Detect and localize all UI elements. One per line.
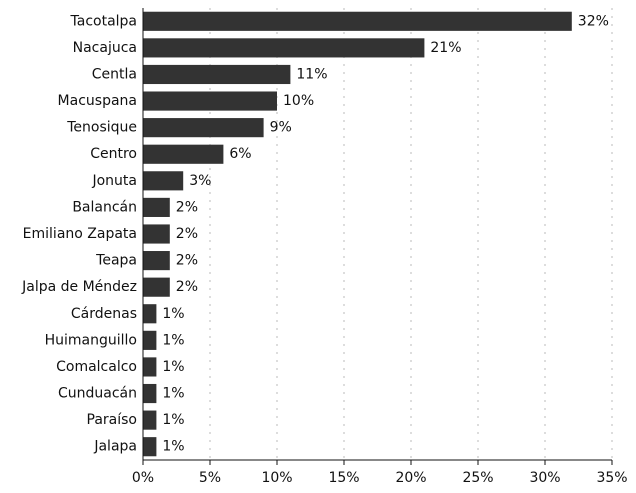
bar — [143, 330, 157, 350]
value-label: 3% — [189, 173, 211, 189]
bar — [143, 251, 170, 271]
bar — [143, 304, 157, 324]
bar — [143, 64, 291, 85]
bar — [143, 410, 157, 430]
value-label: 2% — [176, 279, 198, 295]
y-tick-label: Comalcalco — [56, 359, 137, 375]
value-label: 6% — [229, 146, 251, 162]
value-label: 1% — [162, 386, 184, 402]
y-tick-label: Tenosique — [66, 120, 137, 136]
bar — [143, 38, 425, 58]
x-tick-label: 0% — [132, 470, 154, 486]
x-tick-label: 5% — [199, 470, 221, 486]
y-tick-label: Macuspana — [58, 93, 137, 109]
value-label: 1% — [162, 439, 184, 455]
value-label: 1% — [162, 359, 184, 375]
value-label: 2% — [176, 226, 198, 242]
bar — [143, 118, 264, 138]
bar — [143, 437, 157, 457]
x-tick-label: 30% — [529, 470, 560, 486]
y-tick-label: Cunduacán — [58, 386, 137, 402]
bar — [143, 383, 157, 404]
y-tick-label: Jalapa — [93, 439, 137, 455]
value-label: 2% — [176, 253, 198, 269]
bar — [143, 144, 224, 164]
y-tick-label: Centla — [92, 66, 137, 82]
y-tick-label: Huimanguillo — [45, 332, 137, 348]
value-label: 10% — [283, 93, 314, 109]
x-tick-label: 20% — [395, 470, 426, 486]
value-label: 1% — [162, 412, 184, 428]
value-label: 1% — [162, 332, 184, 348]
x-tick-label: 25% — [462, 470, 493, 486]
bar — [143, 11, 572, 31]
value-label: 1% — [162, 306, 184, 322]
bar — [143, 171, 184, 191]
bar — [143, 357, 157, 377]
bar — [143, 197, 170, 217]
y-tick-label: Cárdenas — [71, 306, 137, 322]
y-tick-label: Jonuta — [91, 173, 137, 189]
y-tick-label: Centro — [90, 146, 137, 162]
value-label: 32% — [578, 13, 609, 29]
y-tick-label: Nacajuca — [73, 40, 137, 56]
y-tick-label: Paraíso — [87, 412, 137, 428]
y-tick-label: Teapa — [95, 253, 137, 269]
x-tick-label: 15% — [328, 470, 359, 486]
value-label: 9% — [270, 120, 292, 136]
x-tick-label: 10% — [261, 470, 292, 486]
bar — [143, 91, 277, 111]
y-tick-label: Emiliano Zapata — [23, 226, 137, 242]
value-label: 21% — [430, 40, 461, 56]
y-tick-label: Balancán — [72, 199, 137, 215]
value-label: 2% — [176, 199, 198, 215]
value-label: 11% — [296, 66, 327, 82]
x-tick-label: 35% — [596, 470, 627, 486]
y-tick-label: Tacotalpa — [70, 13, 138, 29]
bar — [143, 224, 170, 244]
bar — [143, 277, 170, 297]
y-tick-label: Jalpa de Méndez — [21, 279, 137, 295]
